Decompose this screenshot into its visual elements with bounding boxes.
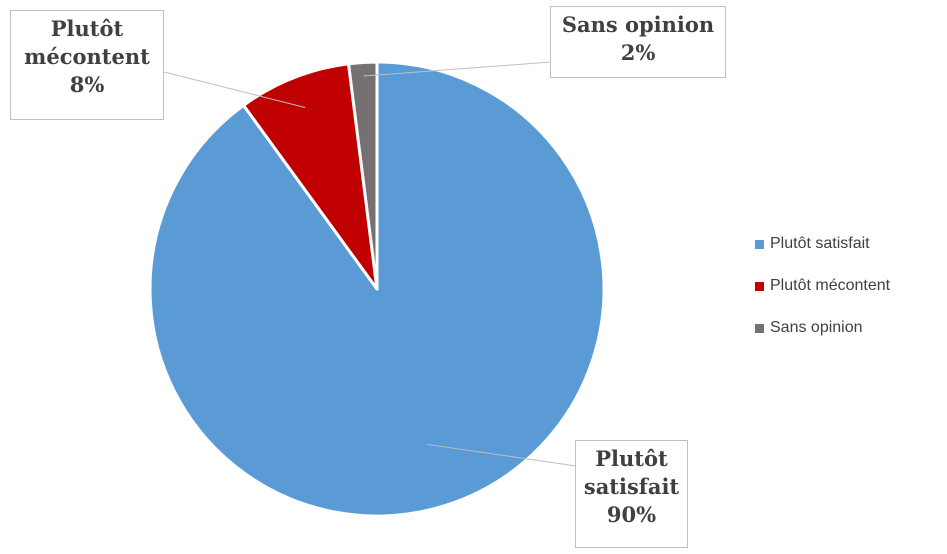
- data-label-line: mécontent: [24, 44, 150, 69]
- data-label-line: 90%: [606, 502, 657, 527]
- leader-line-sans-opinion: [363, 61, 552, 77]
- legend-item-plutot-satisfait: Plutôt satisfait: [755, 233, 890, 255]
- leader-line-plutot-satisfait: [427, 443, 577, 467]
- legend-label: Plutôt satisfait: [770, 235, 870, 252]
- leader-line-plutot-mecontent: [163, 71, 306, 108]
- legend-label: Sans opinion: [770, 319, 863, 336]
- data-label-plutot-mecontent: Plutôt mécontent 8%: [10, 10, 164, 120]
- legend-label: Plutôt mécontent: [770, 277, 891, 294]
- legend-swatch: [755, 323, 764, 333]
- data-label-sans-opinion: Sans opinion 2%: [550, 6, 726, 78]
- pie-slice-sans-opinion: [347, 60, 379, 291]
- data-label-line: satisfait: [583, 474, 680, 499]
- legend-swatch: [755, 281, 764, 291]
- pie-slice-plutot-mecontent: [242, 62, 379, 291]
- legend-item-plutot-mecontent: Plutôt mécontent: [755, 275, 890, 297]
- data-label-line: Plutôt: [50, 16, 124, 41]
- data-label-line: 2%: [620, 40, 656, 65]
- data-label-line: Plutôt: [595, 446, 668, 471]
- chart-legend: Plutôt satisfait Plutôt mécontent Sans o…: [755, 233, 890, 359]
- legend-item-sans-opinion: Sans opinion: [755, 317, 890, 339]
- data-label-line: Sans opinion: [561, 12, 715, 37]
- data-label-line: 8%: [69, 72, 105, 97]
- data-label-plutot-satisfait: Plutôt satisfait 90%: [575, 440, 688, 548]
- legend-swatch: [755, 239, 764, 249]
